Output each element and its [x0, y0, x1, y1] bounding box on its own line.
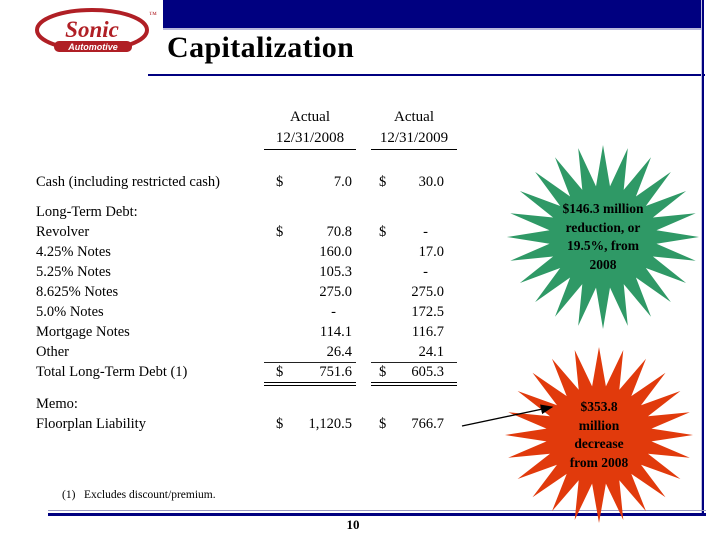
- table-section-long-term-debt: Long-Term Debt: Revolver $70.8 $ - 4.25% Note…: [0, 202, 470, 386]
- cell-value: 160.0: [319, 244, 352, 260]
- dollar-sign: $: [379, 364, 387, 380]
- table-row: Cash (including restricted cash) $7.0 $30.…: [0, 172, 470, 192]
- title-underline-rule: [148, 74, 705, 76]
- header-navy-bar: [163, 0, 702, 30]
- cell-value: 105.3: [319, 264, 352, 280]
- red-callout-text: $353.8 million decrease from 2008: [569, 399, 629, 470]
- table-header-row-1: Actual Actual: [0, 107, 470, 128]
- col-2009-header-line1: Actual: [394, 109, 434, 125]
- cell-value: 7.0: [333, 174, 352, 190]
- cell-value: 275.0: [411, 284, 444, 300]
- dollar-sign: $: [276, 364, 284, 380]
- cell-value: 26.4: [326, 344, 352, 360]
- row-label: Total Long-Term Debt (1): [36, 364, 188, 380]
- cell-value: 605.3: [411, 364, 444, 380]
- table-row: 5.25% Notes 105.3 -: [0, 262, 470, 282]
- cell-value: 766.7: [411, 416, 444, 432]
- dollar-sign: $: [379, 416, 387, 432]
- cell-value: -: [331, 304, 336, 320]
- table-row: Total Long-Term Debt (1) $751.6 $605.3: [0, 362, 470, 386]
- table-row: 8.625% Notes 275.0 275.0: [0, 282, 470, 302]
- row-label: Memo:: [36, 396, 78, 412]
- table-header-row-2: 12/31/2008 12/31/2009: [0, 128, 470, 150]
- row-label: 5.25% Notes: [36, 264, 111, 280]
- table-body: Cash (including restricted cash) $7.0 $30.…: [0, 172, 470, 434]
- cell-value: 116.7: [411, 324, 444, 340]
- cell-value: 172.5: [411, 304, 444, 320]
- red-starburst-shape: [505, 347, 693, 523]
- dollar-sign: $: [379, 224, 387, 240]
- green-starburst-shape: [507, 145, 699, 329]
- cell-value: 751.6: [319, 364, 352, 380]
- footnote: (1) Excludes discount/premium.: [62, 489, 216, 501]
- row-label: Other: [36, 344, 70, 360]
- sonic-automotive-logo: Sonic Automotive ™: [32, 5, 160, 65]
- footnote-text: Excludes discount/premium.: [84, 489, 216, 501]
- row-label: Revolver: [36, 224, 90, 240]
- col-2008-header-line1: Actual: [290, 109, 330, 125]
- trademark-symbol: ™: [149, 10, 157, 19]
- row-label: 5.0% Notes: [36, 304, 104, 320]
- table-row: Long-Term Debt:: [0, 202, 470, 222]
- table-row: 5.0% Notes - 172.5: [0, 302, 470, 322]
- footnote-marker: (1): [62, 489, 76, 501]
- row-label: Floorplan Liability: [36, 416, 146, 432]
- green-callout-text: $146.3 million reduction, or 19.5%, from…: [562, 201, 644, 272]
- row-label: 8.625% Notes: [36, 284, 119, 300]
- cell-value: 275.0: [319, 284, 352, 300]
- cell-value: -: [423, 264, 428, 280]
- table-row: Floorplan Liability $1,120.5 $766.7: [0, 414, 470, 434]
- logo-brand-text: Sonic: [65, 17, 119, 42]
- table-section-memo: Memo: Floorplan Liability $1,120.5 $766.7: [0, 394, 470, 434]
- table-section-cash: Cash (including restricted cash) $7.0 $30.…: [0, 172, 470, 192]
- row-label: Cash (including restricted cash): [36, 174, 221, 190]
- cell-value: 24.1: [418, 344, 444, 360]
- right-border-rule: [701, 0, 704, 515]
- table-row: 4.25% Notes 160.0 17.0: [0, 242, 470, 262]
- green-starburst: [507, 145, 699, 329]
- cell-value: 70.8: [326, 224, 352, 240]
- table-row: Revolver $70.8 $ -: [0, 222, 470, 242]
- cell-value: 17.0: [418, 244, 444, 260]
- dollar-sign: $: [276, 174, 284, 190]
- table-row: Other 26.4 24.1: [0, 342, 470, 363]
- col-2009-header-line2: 12/31/2009: [371, 128, 457, 150]
- cell-value: 114.1: [319, 324, 352, 340]
- cell-value: 1,120.5: [308, 416, 353, 432]
- cell-value: 30.0: [418, 174, 444, 190]
- logo-sub-text: Automotive: [67, 42, 118, 52]
- row-label: Long-Term Debt:: [36, 204, 138, 220]
- dollar-sign: $: [276, 224, 284, 240]
- red-starburst: [505, 347, 693, 523]
- cell-value: -: [423, 224, 428, 240]
- callout-arrow: [461, 404, 554, 427]
- dollar-sign: $: [379, 174, 387, 190]
- bottom-border-rule: [48, 510, 706, 516]
- dollar-sign: $: [276, 416, 284, 432]
- sonic-logo-graphic: Sonic Automotive ™: [35, 8, 157, 52]
- col-2008-header-line2: 12/31/2008: [264, 128, 356, 150]
- page-title: Capitalization: [167, 31, 355, 64]
- row-label: 4.25% Notes: [36, 244, 111, 260]
- page-number: 10: [346, 517, 360, 532]
- table-row: Memo:: [0, 394, 470, 414]
- capitalization-table: Actual Actual 12/31/2008 12/31/2009 Cash…: [0, 107, 470, 434]
- row-label: Mortgage Notes: [36, 324, 130, 340]
- table-row: Mortgage Notes 114.1 116.7: [0, 322, 470, 342]
